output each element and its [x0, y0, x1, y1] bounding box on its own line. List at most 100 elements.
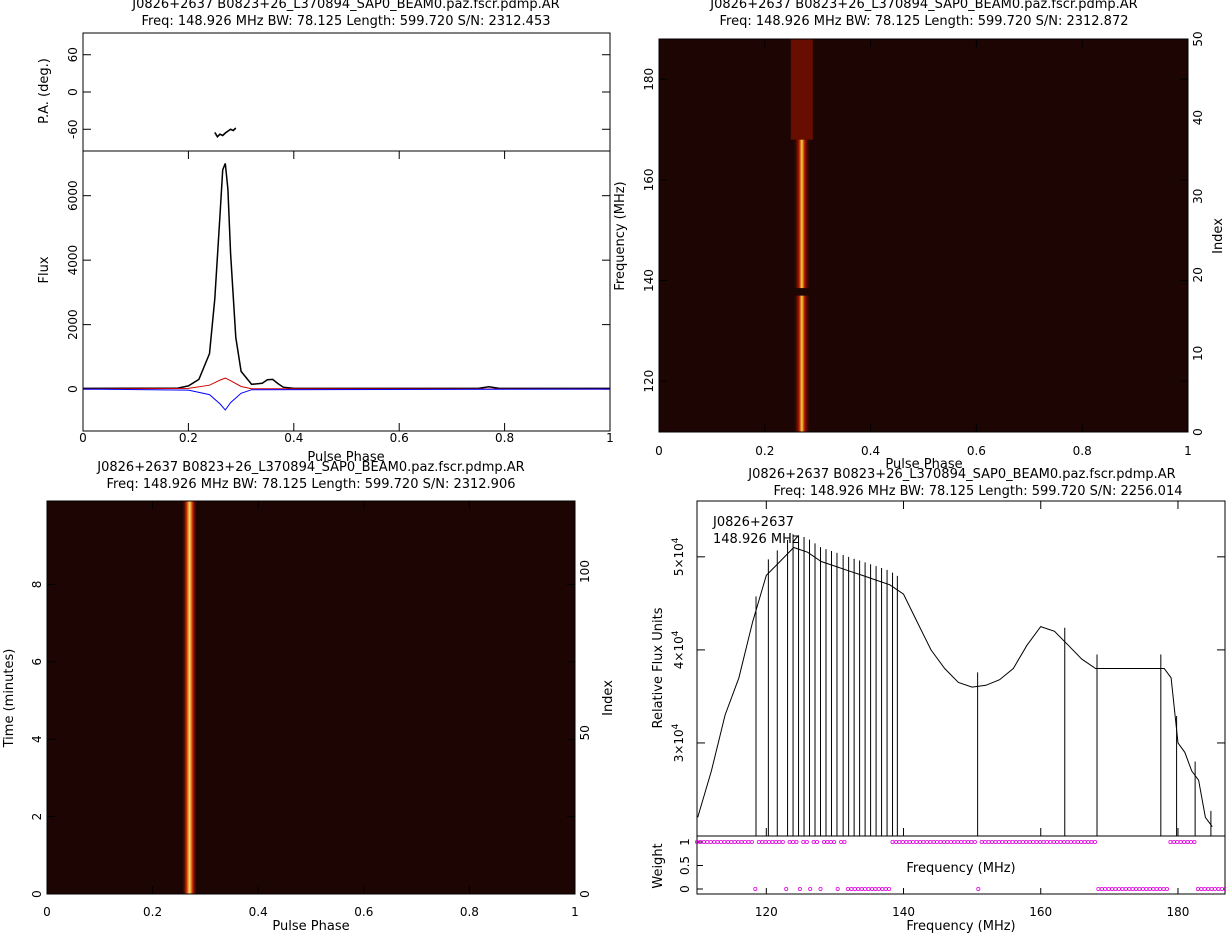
weight-marker [1219, 887, 1224, 892]
weight-marker [1010, 840, 1015, 845]
pulse-stripe-time [181, 501, 198, 894]
pa-frame [82, 32, 611, 152]
weight-marker [1175, 840, 1180, 845]
weight-marker [900, 840, 905, 845]
profile-title: J0826+2637 B0823+26_L370894_SAP0_BEAM0.p… [131, 0, 559, 12]
time-axis-tick-label: 0 [30, 890, 44, 898]
weight-marker [921, 840, 926, 845]
weight-marker [1117, 887, 1122, 892]
index-axis-bottom-tick-label: 100 [578, 560, 592, 583]
frequency-tick-label: 140 [892, 905, 915, 919]
tick-mantissa: 3×10 [672, 729, 686, 762]
index-axis-tick-label: 20 [1191, 267, 1205, 282]
weight-marker [1079, 840, 1084, 845]
phase-frequency-phase-axis-tick-label: 0.6 [967, 444, 986, 458]
weight-marker [719, 840, 724, 845]
flux-axis-tick-label: 2000 [66, 309, 80, 340]
weight-marker [739, 840, 744, 845]
weight-marker [787, 840, 792, 845]
weight-marker [708, 840, 713, 845]
weight-marker [959, 840, 964, 845]
weight-marker [1106, 887, 1111, 892]
weight-marker [1031, 840, 1036, 845]
weight-marker [880, 887, 885, 892]
weight-marker [873, 887, 878, 892]
weight-marker [918, 840, 923, 845]
weight-marker [725, 840, 730, 845]
weight-marker [753, 887, 758, 892]
weight-marker [729, 840, 734, 845]
time-axis-tick-label: 4 [30, 735, 44, 743]
pulse-stripe-bright [792, 295, 811, 432]
relative-flux-tick-label: 3×104 [671, 723, 686, 762]
index-axis-label-right-bottom: Index [601, 680, 616, 716]
phase-axis-tick-label: 0.2 [179, 431, 198, 445]
weight-marker [1093, 840, 1098, 845]
weight-marker [1048, 840, 1053, 845]
weight-marker [705, 840, 710, 845]
weight-marker [1213, 887, 1218, 892]
weight-marker [804, 840, 809, 845]
weight-marker [856, 887, 861, 892]
weight-marker [883, 887, 888, 892]
weight-marker [1216, 887, 1221, 892]
phase-time-panel: J0826+2637 B0823+26_L370894_SAP0_BEAM0.p… [2, 460, 616, 934]
weight-marker [756, 840, 761, 845]
weight-marker [1154, 887, 1159, 892]
weight-marker [993, 840, 998, 845]
weight-marker [743, 840, 748, 845]
pa-series [214, 127, 237, 138]
weight-marker [983, 840, 988, 845]
weight-marker [979, 840, 984, 845]
weight-marker [794, 840, 799, 845]
weight-marker [1147, 887, 1152, 892]
weight-marker [931, 840, 936, 845]
phase-time-x-axis-label: Pulse Phase [272, 919, 349, 934]
weight-marker [942, 840, 947, 845]
bandpass-subtitle: Freq: 148.926 MHz BW: 78.125 Length: 599… [773, 484, 1182, 499]
weight-marker [1000, 840, 1005, 845]
weight-marker [1075, 840, 1080, 845]
weight-marker [722, 840, 727, 845]
weight-marker [815, 840, 820, 845]
weight-marker [1110, 887, 1115, 892]
weight-marker [876, 887, 881, 892]
pulse-stripe-bright [792, 139, 811, 289]
pa-axis-tick-label: -60 [66, 119, 80, 139]
index-axis-tick-label: 10 [1191, 346, 1205, 361]
weight-marker [894, 840, 899, 845]
weight-marker [924, 840, 929, 845]
weight-marker [842, 840, 847, 845]
phase-time-phase-axis-tick-label: 0.8 [460, 905, 479, 919]
phase-time-title: J0826+2637 B0823+26_L370894_SAP0_BEAM0.p… [96, 460, 524, 475]
weight-marker [1137, 887, 1142, 892]
weight-marker [1206, 887, 1211, 892]
weight-marker [1161, 887, 1166, 892]
index-axis-tick-label: 0 [1191, 428, 1205, 436]
weight-marker [890, 840, 895, 845]
tick-mantissa: 4×10 [672, 636, 686, 669]
weight-marker [715, 840, 720, 845]
weight-marker [1096, 887, 1101, 892]
weight-marker [1017, 840, 1022, 845]
weight-marker [945, 840, 950, 845]
weight-marker [897, 840, 902, 845]
circular-pol-line [82, 388, 611, 411]
weight-marker [1144, 887, 1149, 892]
tick-exponent: 4 [671, 630, 681, 636]
weight-marker [784, 887, 789, 892]
weight-marker [1168, 840, 1173, 845]
frequency-tick-label: 180 [1167, 905, 1190, 919]
weight-marker [1192, 840, 1197, 845]
weight-marker [990, 840, 995, 845]
time-axis-tick-label: 6 [30, 658, 44, 666]
weight-marker [907, 840, 912, 845]
weight-marker [1195, 887, 1200, 892]
phase-time-subtitle: Freq: 148.926 MHz BW: 78.125 Length: 599… [106, 477, 515, 492]
weight-marker [1099, 887, 1104, 892]
weight-marker [1134, 887, 1139, 892]
pa-axis-tick-label: 60 [66, 47, 80, 62]
phase-frequency-phase-axis-tick-label: 0.8 [1073, 444, 1092, 458]
weight-marker [962, 840, 967, 845]
